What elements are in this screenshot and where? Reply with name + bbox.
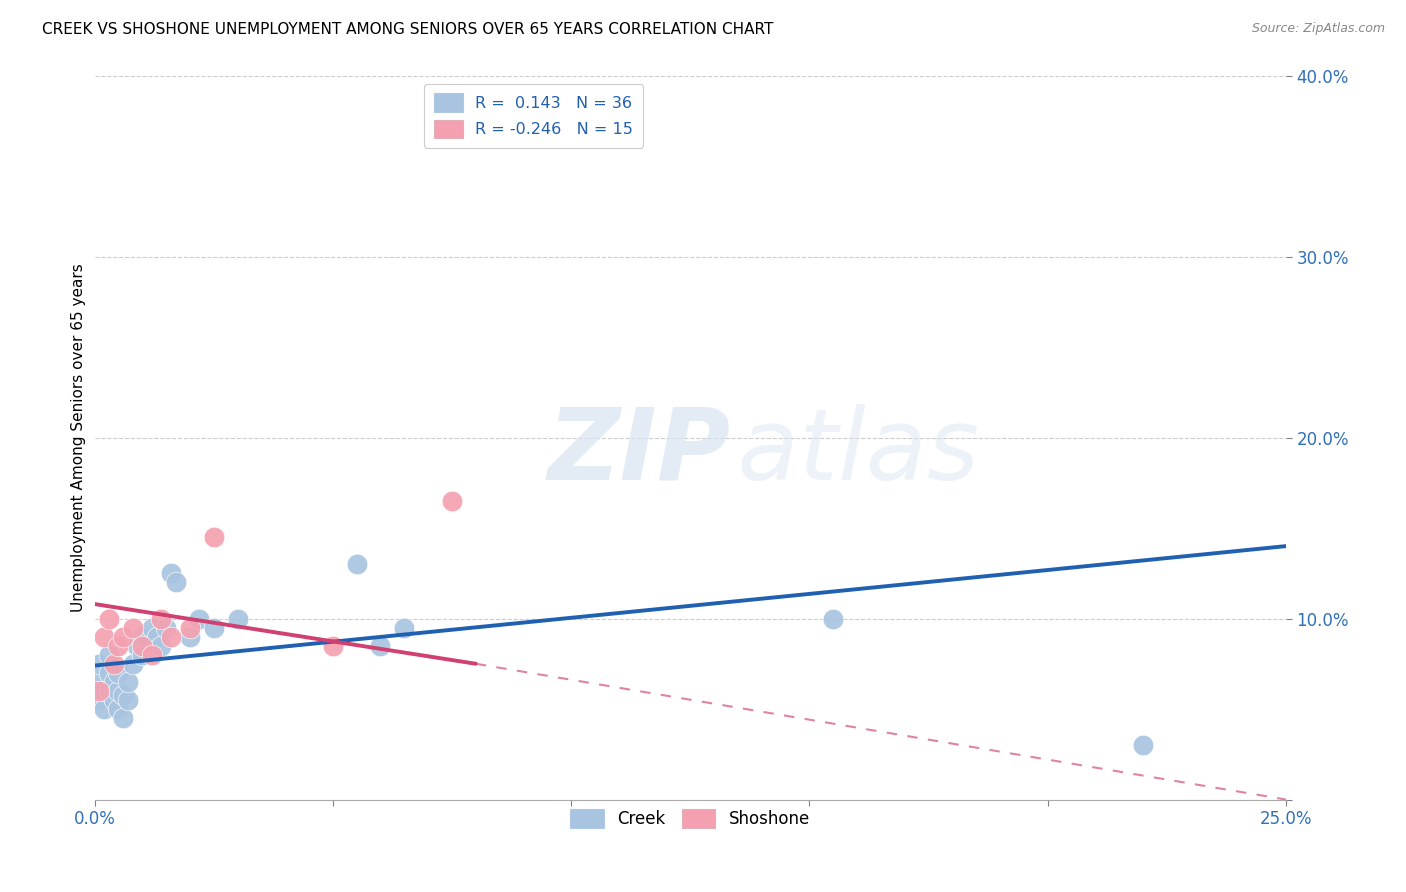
Text: ZIP: ZIP	[547, 403, 730, 500]
Point	[823, 611, 845, 625]
Point	[89, 684, 111, 698]
Point	[97, 648, 120, 662]
Point	[107, 702, 129, 716]
Point	[89, 693, 111, 707]
Point	[159, 566, 181, 581]
Point	[112, 711, 135, 725]
Y-axis label: Unemployment Among Seniors over 65 years: Unemployment Among Seniors over 65 years	[72, 263, 86, 612]
Point	[121, 621, 143, 635]
Point	[93, 630, 115, 644]
Point	[150, 611, 173, 625]
Point	[131, 639, 153, 653]
Point	[179, 630, 201, 644]
Point	[112, 630, 135, 644]
Point	[202, 530, 225, 544]
Point	[165, 575, 187, 590]
Text: Source: ZipAtlas.com: Source: ZipAtlas.com	[1251, 22, 1385, 36]
Point	[394, 621, 416, 635]
Point	[159, 630, 181, 644]
Point	[107, 665, 129, 680]
Point	[346, 558, 368, 572]
Point	[150, 639, 173, 653]
Point	[155, 621, 177, 635]
Point	[322, 639, 344, 653]
Point	[107, 684, 129, 698]
Point	[89, 674, 111, 689]
Legend: Creek, Shoshone: Creek, Shoshone	[564, 802, 817, 835]
Point	[141, 648, 163, 662]
Point	[93, 684, 115, 698]
Point	[89, 657, 111, 671]
Point	[121, 657, 143, 671]
Point	[103, 674, 125, 689]
Point	[131, 630, 153, 644]
Point	[93, 702, 115, 716]
Point	[103, 693, 125, 707]
Point	[179, 621, 201, 635]
Point	[97, 665, 120, 680]
Point	[202, 621, 225, 635]
Point	[440, 494, 463, 508]
Point	[226, 611, 249, 625]
Text: CREEK VS SHOSHONE UNEMPLOYMENT AMONG SENIORS OVER 65 YEARS CORRELATION CHART: CREEK VS SHOSHONE UNEMPLOYMENT AMONG SEN…	[42, 22, 773, 37]
Point	[97, 611, 120, 625]
Point	[131, 648, 153, 662]
Point	[1132, 738, 1154, 752]
Point	[117, 693, 139, 707]
Point	[127, 639, 149, 653]
Point	[97, 684, 120, 698]
Point	[117, 674, 139, 689]
Point	[141, 621, 163, 635]
Point	[107, 639, 129, 653]
Point	[103, 657, 125, 671]
Point	[112, 688, 135, 702]
Text: atlas: atlas	[547, 403, 980, 500]
Point	[188, 611, 211, 625]
Point	[145, 630, 167, 644]
Point	[370, 639, 392, 653]
